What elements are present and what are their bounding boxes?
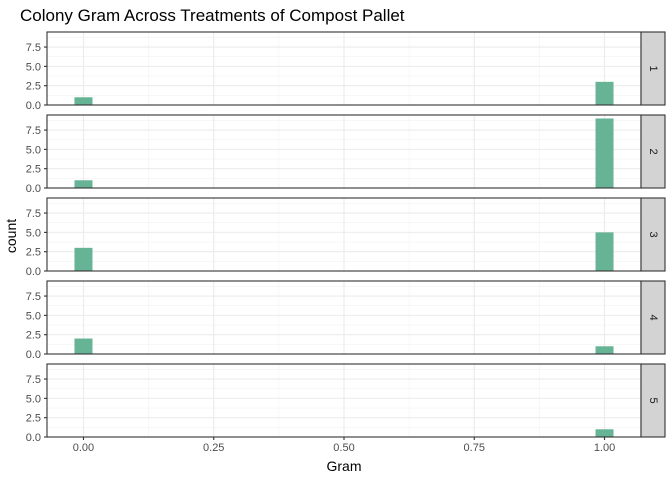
y-tick-label: 2.5 — [26, 81, 41, 93]
facet-panels: 0.02.55.07.510.02.55.07.520.02.55.07.530… — [26, 31, 666, 444]
x-tick-label: 1.00 — [594, 442, 615, 454]
y-tick-label: 7.5 — [26, 291, 41, 303]
bar — [74, 338, 93, 354]
y-tick-label: 7.5 — [26, 208, 41, 220]
y-axis-title: count — [3, 219, 19, 253]
bar — [595, 118, 614, 188]
bar — [74, 97, 93, 105]
y-tick-label: 5.0 — [26, 393, 41, 405]
bar — [74, 180, 93, 188]
bar — [595, 346, 614, 354]
facet-panel-1: 0.0 2.5 5.0 7.5 1 — [26, 31, 666, 112]
facet-strip-label: 5 — [647, 397, 659, 403]
facet-panel-3: 0.0 2.5 5.0 7.5 3 — [26, 197, 666, 278]
chart-title: Colony Gram Across Treatments of Compost… — [20, 6, 405, 25]
y-tick-label: 5.0 — [26, 61, 41, 73]
y-tick-label: 0.0 — [26, 349, 41, 361]
x-axis-title: Gram — [327, 458, 362, 474]
facet-strip — [640, 31, 666, 106]
facet-strip — [640, 363, 666, 438]
x-axis: 0.00 0.25 0.50 0.75 1.00 — [73, 437, 615, 454]
y-tick-label: 0.0 — [26, 432, 41, 444]
y-tick-label: 0.0 — [26, 183, 41, 195]
facet-strip — [640, 197, 666, 272]
facet-panel-4: 0.0 2.5 5.0 7.5 4 — [26, 280, 666, 361]
y-tick-label: 2.5 — [26, 330, 41, 342]
y-tick-label: 0.0 — [26, 100, 41, 112]
x-tick-label: 0.50 — [333, 442, 354, 454]
facet-panel-2: 0.0 2.5 5.0 7.5 2 — [26, 114, 666, 195]
bar — [595, 81, 614, 105]
facet-strip-label: 2 — [647, 148, 659, 154]
bar — [595, 232, 614, 271]
bar — [595, 429, 614, 437]
y-tick-label: 0.0 — [26, 266, 41, 278]
x-tick-label: 0.25 — [203, 442, 224, 454]
y-tick-label: 5.0 — [26, 144, 41, 156]
y-tick-label: 2.5 — [26, 413, 41, 425]
facet-panel-5: 0.0 2.5 5.0 7.5 5 — [26, 363, 666, 444]
y-tick-label: 2.5 — [26, 247, 41, 259]
y-tick-label: 7.5 — [26, 42, 41, 54]
facet-strip-label: 1 — [647, 65, 659, 71]
x-tick-label: 0.75 — [464, 442, 485, 454]
x-tick-label: 0.00 — [73, 442, 94, 454]
y-tick-label: 2.5 — [26, 164, 41, 176]
y-tick-label: 7.5 — [26, 125, 41, 137]
facet-strip — [640, 280, 666, 355]
facet-strip-label: 4 — [647, 314, 659, 320]
y-tick-label: 7.5 — [26, 374, 41, 386]
bar — [74, 247, 93, 271]
facet-strip — [640, 114, 666, 189]
y-tick-label: 5.0 — [26, 227, 41, 239]
y-tick-label: 5.0 — [26, 310, 41, 322]
facet-strip-label: 3 — [647, 231, 659, 237]
